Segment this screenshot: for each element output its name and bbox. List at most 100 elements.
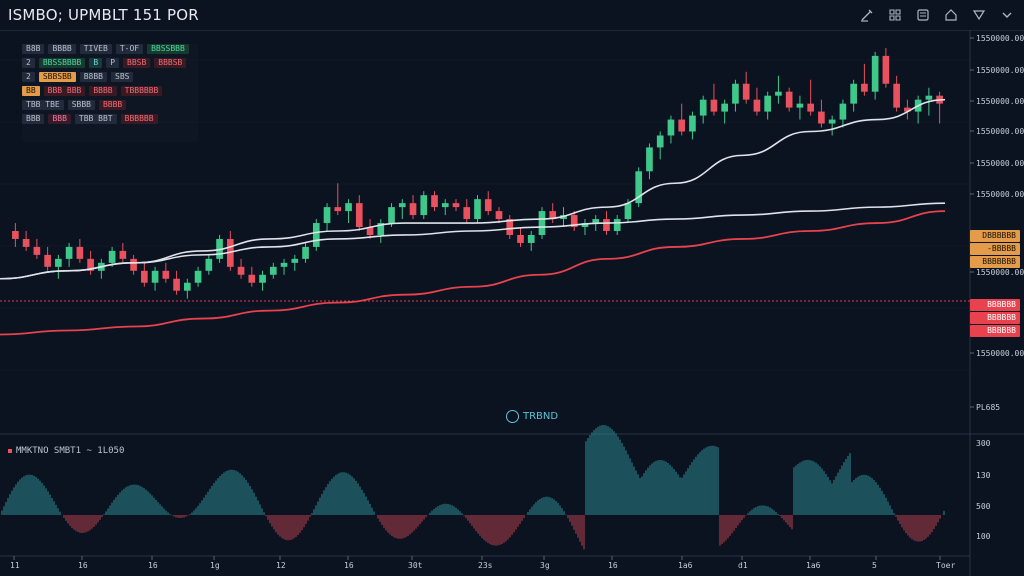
time-tick-label: 16 (78, 561, 88, 570)
candle-body (549, 211, 557, 220)
candle-body (495, 211, 503, 220)
candle-body (237, 266, 245, 275)
candle-body (613, 219, 621, 231)
candle-body (291, 258, 299, 263)
time-tick-label: 16 (608, 561, 618, 570)
candle-body (839, 103, 847, 120)
price-tag: BBBBBBB (970, 256, 1020, 268)
osc-tick-label: 300 (976, 439, 991, 448)
home-icon[interactable] (942, 6, 960, 24)
time-tick-label: 3g (540, 561, 550, 570)
info-row: BBB BBB TBB BBT BBBBBB (22, 114, 198, 124)
candle-body (162, 270, 170, 279)
candle-body (882, 55, 890, 84)
candle-body (409, 203, 417, 216)
time-tick-label: 1g (210, 561, 220, 570)
save-icon[interactable] (914, 6, 932, 24)
candle-body (141, 270, 148, 283)
time-tick-label: 16 (344, 561, 354, 570)
candle-body (420, 195, 428, 216)
price-tag: DBBBBBB (970, 230, 1020, 242)
info-chip: BBB (22, 114, 45, 124)
info-chip: BBB BBB (43, 86, 86, 96)
price-tick-label: 1550000.00 (976, 34, 1024, 43)
info-row: 2 BBSSBBBB B P BBSB BBBSB (22, 58, 198, 68)
info-chip: 2 (22, 58, 35, 68)
candle-body (678, 119, 686, 132)
candle-body (323, 207, 331, 224)
candle-body (818, 111, 825, 124)
collapse-icon[interactable] (998, 6, 1016, 24)
candle-body (646, 147, 653, 172)
info-chip: BB (22, 86, 40, 96)
candle-body (173, 278, 180, 291)
candle-body (366, 227, 374, 235)
candle-body (592, 219, 600, 224)
trend-button[interactable]: TRBND (506, 410, 558, 423)
price-tag: BBBBBB (970, 312, 1020, 324)
candle-body (570, 215, 578, 228)
legend-dot-icon (8, 448, 12, 453)
oscillator-label: MMKTNO SMBT1 ~ 1L050 (8, 446, 124, 456)
candle-body (119, 250, 127, 259)
info-chip: TBBBBBB (120, 86, 163, 96)
candle-body (151, 270, 159, 283)
candle-body (388, 207, 395, 224)
info-chip: SBBB (67, 100, 95, 110)
grid-icon[interactable] (886, 6, 904, 24)
filter-icon[interactable] (970, 6, 988, 24)
candle-body (656, 135, 664, 148)
candle-body (302, 246, 309, 259)
price-tick-label: 1550000.00 (976, 159, 1024, 168)
candle-body (334, 207, 342, 212)
info-chip: TBB TBE (22, 100, 64, 110)
info-chip: B8B (22, 44, 45, 54)
candle-body (355, 203, 363, 228)
info-chip: TIVEB (79, 44, 112, 54)
candle-body (764, 95, 772, 112)
time-tick-label: 16 (148, 561, 158, 570)
price-tick-label: 1550000.00 (976, 268, 1024, 277)
candle-body (635, 171, 643, 204)
candle-body (828, 119, 836, 124)
candle-body (205, 258, 213, 271)
oscillator-label-text: MMKTNO SMBT1 ~ 1L050 (16, 446, 125, 456)
info-chip: BBBB (48, 44, 76, 54)
info-chip: BBB (48, 114, 71, 124)
candle-body (441, 203, 449, 208)
time-tick-label: 12 (276, 561, 286, 570)
price-tick-label: PL685 (976, 403, 1000, 412)
candle-body (517, 234, 524, 243)
trend-button-label: TRBND (523, 411, 559, 422)
candle-body (904, 107, 911, 112)
top-bar: ISMBO; UPMBLT 151 POR (0, 0, 1024, 31)
candle-body (248, 274, 256, 283)
candle-body (624, 203, 632, 220)
candle-body (527, 234, 535, 243)
info-chip: BBBSB (154, 58, 187, 68)
candle-body (603, 219, 610, 231)
candle-body (269, 266, 277, 275)
candle-body (22, 238, 30, 247)
candle-body (312, 223, 320, 247)
candle-body (538, 211, 546, 235)
candle-body (194, 270, 202, 283)
candle-body (506, 219, 514, 235)
time-tick-label: 23s (478, 561, 493, 570)
price-tag: BBBBBB (970, 299, 1020, 311)
candle-body (861, 83, 868, 92)
candle-body (732, 83, 739, 104)
info-chip: BBBB (98, 100, 127, 110)
price-tick-label: 1550000.00 (976, 66, 1024, 75)
osc-tick-label: 130 (976, 471, 991, 480)
candle-body (807, 103, 814, 112)
time-tick-label: d1 (738, 561, 748, 570)
price-tick-label: 1550000.00 (976, 97, 1024, 106)
info-row: TBB TBE SBBB BBBB (22, 100, 198, 110)
info-chip: BBSSBBB (147, 44, 189, 54)
candle-body (108, 250, 116, 263)
pen-icon[interactable] (858, 6, 876, 24)
candle-body (345, 203, 352, 212)
candle-body (55, 258, 62, 267)
